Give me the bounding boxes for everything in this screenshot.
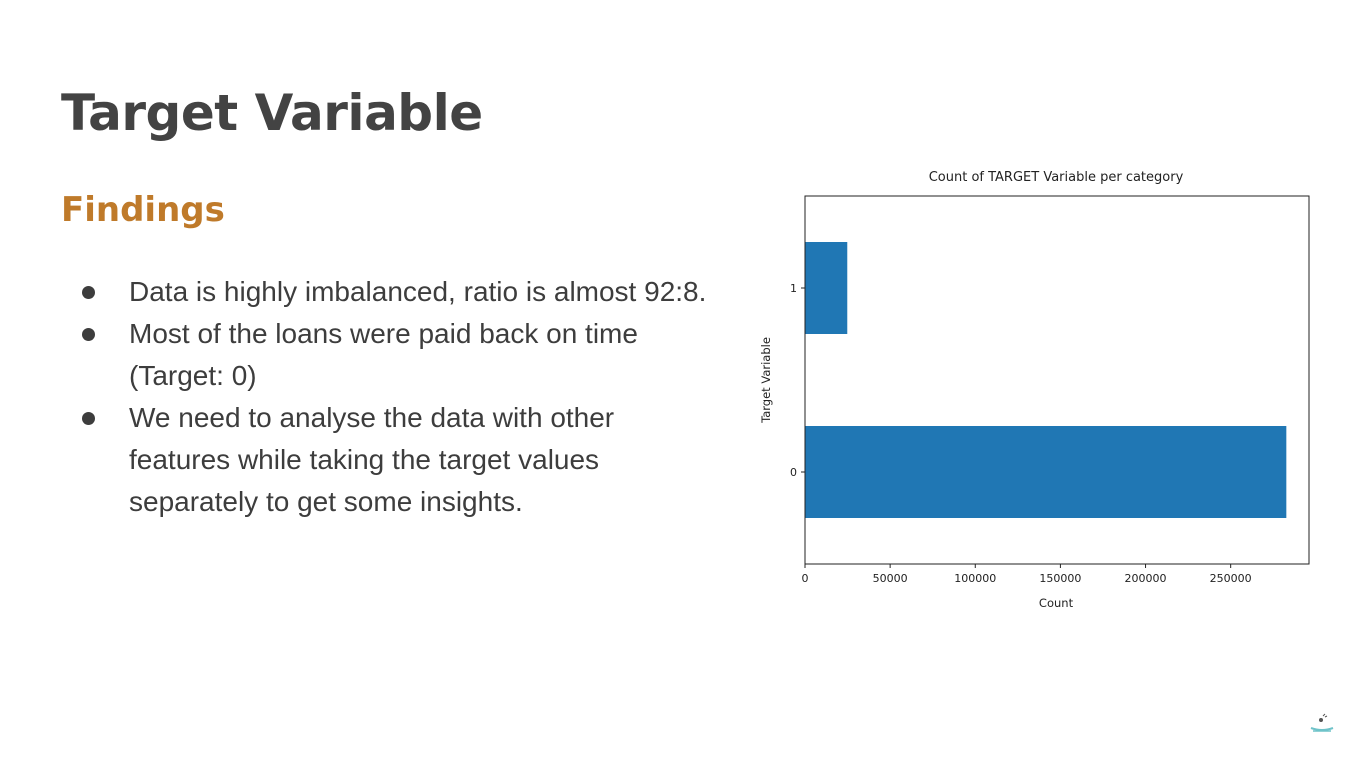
bullet-text: We need to analyse the data with other f… xyxy=(129,402,615,517)
x-tick-label: 250000 xyxy=(1210,572,1252,585)
ticks-layer: 0 1 0 50000 100000 150000 200000 250000 xyxy=(790,282,1252,585)
y-axis-label: Target Variable xyxy=(759,337,773,424)
bar-0 xyxy=(805,426,1287,518)
bar-1 xyxy=(805,242,848,334)
x-tick-label: 50000 xyxy=(873,572,908,585)
x-tick-label: 150000 xyxy=(1039,572,1081,585)
bullet-dot-icon xyxy=(82,286,95,299)
bullet-dot-icon xyxy=(82,412,95,425)
findings-heading: Findings xyxy=(61,190,225,230)
x-tick-label: 0 xyxy=(802,572,809,585)
bullet-item: Most of the loans were paid back on time… xyxy=(80,313,720,397)
findings-list: Data is highly imbalanced, ratio is almo… xyxy=(80,271,720,523)
bullet-dot-icon xyxy=(82,328,95,341)
bars-layer xyxy=(805,242,1287,518)
bar-chart: Count of TARGET Variable per category Ta… xyxy=(759,170,1310,610)
logo-icon xyxy=(1310,713,1334,732)
x-axis-label: Count xyxy=(1039,596,1074,610)
slide-title: Target Variable xyxy=(61,84,483,142)
y-tick-label: 0 xyxy=(790,466,797,479)
x-tick-label: 200000 xyxy=(1125,572,1167,585)
y-tick-label: 1 xyxy=(790,282,797,295)
chart-title: Count of TARGET Variable per category xyxy=(929,170,1184,185)
plot-frame xyxy=(804,195,1310,565)
x-tick-label: 100000 xyxy=(954,572,996,585)
bullet-text: Most of the loans were paid back on time… xyxy=(129,318,638,391)
bullet-text: Data is highly imbalanced, ratio is almo… xyxy=(129,276,707,307)
bullet-item: We need to analyse the data with other f… xyxy=(80,397,720,523)
bullet-item: Data is highly imbalanced, ratio is almo… xyxy=(80,271,720,313)
